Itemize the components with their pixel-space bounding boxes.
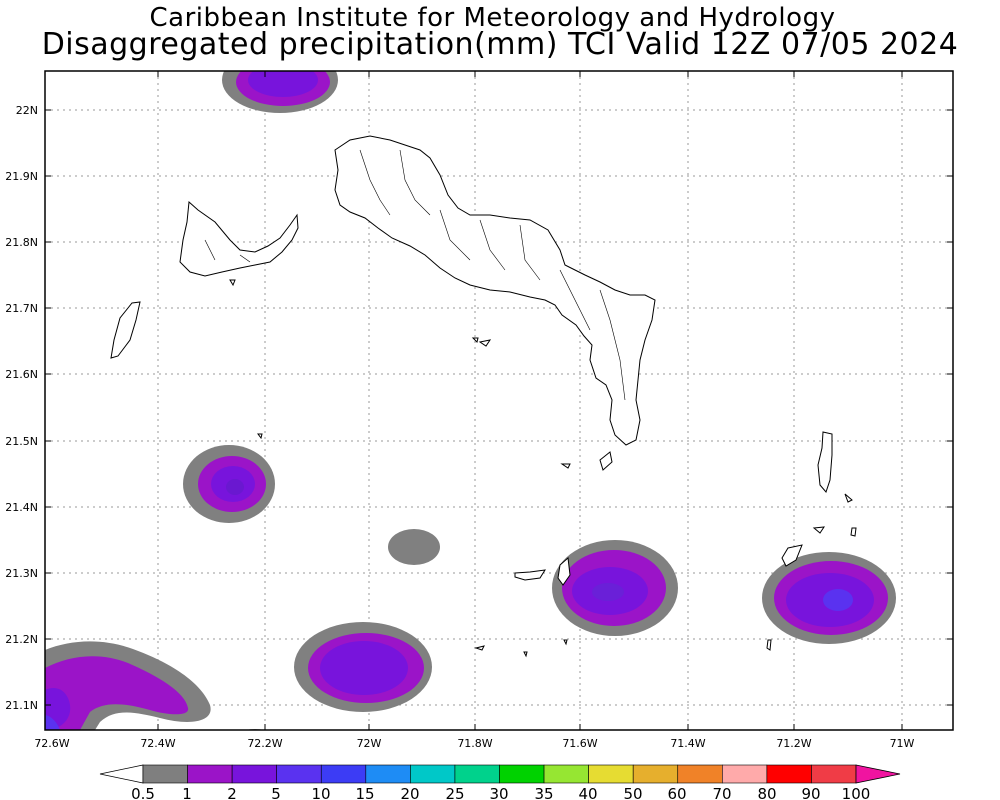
colorbar-label: 60 (667, 785, 686, 800)
colorbar-cell (320, 764, 367, 784)
longitude-labels: 72.6W 72.4W 72.2W 72W 71.8W 71.6W 71.4W … (34, 737, 914, 750)
colorbar-cell (187, 764, 233, 784)
island-west-caicos (110, 301, 141, 359)
colorbar-label: 15 (355, 785, 374, 800)
map-title-institute: Caribbean Institute for Meteorology and … (149, 3, 836, 33)
island-salt-cay (781, 544, 803, 567)
lat-label: 21.5N (5, 435, 38, 448)
island-providenciales (179, 200, 299, 277)
colorbar-cell (811, 764, 857, 784)
island-small-cay-2 (557, 556, 571, 586)
colorbar-over-arrow (855, 764, 901, 784)
colorbar-label: 70 (712, 785, 731, 800)
island-small-cay-3 (599, 451, 613, 471)
island-small-cay-15 (229, 279, 236, 287)
lat-label: 21.4N (5, 501, 38, 514)
colorbar-cell (454, 764, 500, 784)
colorbar-cell (365, 764, 411, 784)
colorbar-label: 80 (757, 785, 776, 800)
lon-label: 71W (890, 737, 915, 750)
colorbar-cell (632, 764, 679, 784)
lon-label: 71.4W (670, 737, 705, 750)
colorbar-cell (276, 764, 322, 784)
colorbar-label: 100 (842, 785, 871, 800)
lon-label: 71.8W (457, 737, 492, 750)
island-north-middle-caicos (334, 135, 656, 446)
latitude-labels: 21.1N 21.2N 21.3N 21.4N 21.5N 21.6N 21.7… (5, 104, 38, 712)
island-small-cay-9 (560, 463, 571, 469)
colorbar-cell (231, 764, 277, 784)
colorbar-cell (543, 764, 589, 784)
colorbar-label: 2 (227, 785, 237, 800)
colorbar-label: 40 (578, 785, 597, 800)
lat-label: 21.3N (5, 567, 38, 580)
lon-label: 72.4W (140, 737, 175, 750)
island-small-cay-7 (471, 337, 479, 343)
island-small-cay-14 (563, 639, 568, 646)
map-title-product: Disaggregated precipitation(mm) TCI Vali… (41, 27, 959, 62)
colorbar-cell (588, 764, 634, 784)
precip-cell-east (552, 540, 678, 636)
axis-ticks (45, 71, 953, 730)
lon-label: 71.2W (776, 737, 811, 750)
island-small-cay-10 (257, 433, 263, 440)
colorbar-cell (722, 764, 768, 784)
precip-cell-small (388, 529, 440, 565)
lon-label: 71.6W (562, 737, 597, 750)
lon-label: 72.6W (34, 737, 69, 750)
lat-label: 21.9N (5, 170, 38, 183)
islands (110, 135, 857, 658)
island-small-cay-5 (850, 527, 857, 537)
colorbar-cell (677, 764, 723, 784)
island-small-cay-13 (523, 651, 528, 658)
lat-label: 21.1N (5, 699, 38, 712)
lon-label: 72W (357, 737, 382, 750)
lat-label: 21.8N (5, 236, 38, 249)
precip-cell-southwest (45, 641, 263, 730)
colorbar-label: 1 (182, 785, 192, 800)
precip-cell-north (222, 71, 338, 113)
precip-cell-far-east (762, 552, 896, 644)
precip-cell-west (183, 445, 275, 523)
precip-cell-south-central (294, 622, 432, 712)
colorbar-cell (142, 764, 188, 784)
lat-label: 21.2N (5, 633, 38, 646)
island-small-cay-8 (478, 339, 492, 347)
colorbar-cell (499, 764, 545, 784)
lat-label: 21.6N (5, 368, 38, 381)
island-grand-turk (817, 431, 833, 493)
colorbar: 0.5 1 2 5 10 15 20 25 30 35 40 50 60 70 … (99, 764, 901, 800)
colorbar-label: 20 (400, 785, 419, 800)
island-small-cay-11 (766, 639, 772, 651)
island-small-cay-12 (474, 645, 485, 651)
island-small-cay-4 (812, 526, 826, 534)
island-small-cay-6 (844, 493, 853, 503)
colorbar-label: 10 (311, 785, 330, 800)
precipitation-field (45, 71, 896, 730)
colorbar-label: 30 (489, 785, 508, 800)
colorbar-cell (766, 764, 812, 784)
colorbar-label: 90 (801, 785, 820, 800)
island-interior-boundaries (204, 149, 626, 401)
colorbar-label: 50 (623, 785, 642, 800)
colorbar-cell (410, 764, 456, 784)
colorbar-under-arrow (99, 764, 144, 784)
colorbar-label: 5 (271, 785, 281, 800)
colorbar-label: 0.5 (131, 785, 155, 800)
colorbar-label: 35 (534, 785, 553, 800)
lat-label: 21.7N (5, 302, 38, 315)
colorbar-label: 25 (445, 785, 464, 800)
lon-label: 72.2W (247, 737, 282, 750)
island-small-cay-1 (514, 569, 546, 581)
lat-label: 22N (16, 104, 38, 117)
map-frame (44, 70, 954, 731)
